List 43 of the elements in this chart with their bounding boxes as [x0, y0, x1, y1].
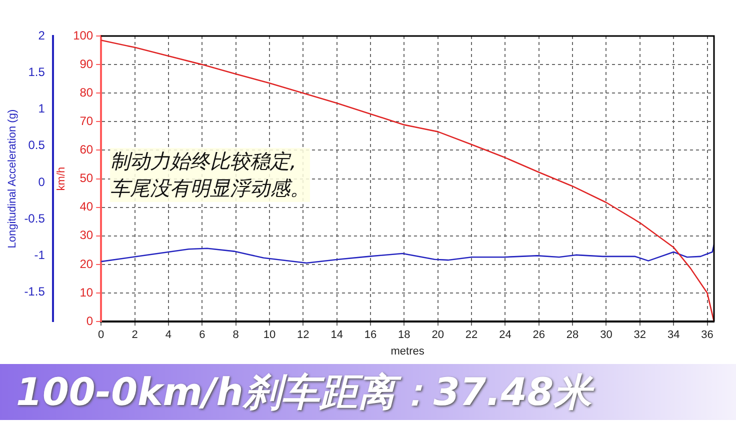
y-tick-label: 80 — [80, 85, 94, 100]
x-tick-label: 16 — [364, 329, 377, 342]
y-tick-label: 30 — [80, 228, 94, 242]
y-tick-label: 40 — [80, 200, 94, 214]
y-tick-label: 60 — [80, 142, 94, 157]
y2-tick-label: -1.5 — [24, 284, 46, 299]
y-tick-label: 20 — [80, 256, 94, 271]
y2-tick-label: 1.5 — [28, 64, 46, 79]
y2-tick-label: -0.5 — [24, 211, 46, 226]
x-tick-label: 30 — [600, 329, 612, 342]
x-axis-title: metres — [390, 345, 425, 358]
y2-tick-label: 1 — [38, 102, 46, 116]
y-tick-label: 90 — [80, 56, 94, 71]
x-tick-label: 28 — [566, 329, 579, 342]
y-tick-label: 0 — [86, 314, 94, 328]
y-tick-label: 70 — [80, 114, 94, 128]
x-tick-label: 20 — [432, 329, 444, 342]
y-tick-label: 50 — [80, 171, 94, 186]
y2-tick-label: 2 — [38, 28, 46, 42]
x-tick-label: 10 — [263, 329, 276, 342]
x-tick-label: 14 — [330, 329, 343, 342]
x-tick-label: 4 — [165, 329, 172, 342]
y-tick-label: 100 — [73, 28, 94, 42]
annotation: 制动力始终比较稳定, 车尾没有明显浮动感。 — [110, 148, 310, 202]
x-tick-label: 24 — [499, 329, 512, 342]
x-tick-label: 12 — [297, 329, 310, 342]
y2-tick-label: 0.5 — [28, 138, 46, 152]
x-tick-label: 18 — [398, 329, 410, 342]
x-tick-label: 26 — [532, 329, 546, 342]
x-tick-label: 34 — [667, 329, 680, 342]
x-tick-label: 32 — [634, 329, 646, 342]
x-tick-label: 6 — [199, 329, 206, 342]
y2-tick-label: 0 — [38, 174, 46, 189]
x-tick-label: 36 — [701, 329, 714, 342]
y2-tick-label: -1 — [34, 248, 46, 262]
y-axis-title: km/h — [56, 166, 68, 191]
x-tick-label: 0 — [98, 329, 104, 342]
x-tick-label: 2 — [132, 329, 138, 342]
text: 100-0km/h刹车距离：37.48米 — [0, 364, 736, 420]
y-tick-label: 10 — [80, 285, 94, 300]
x-tick-label: 8 — [232, 329, 239, 342]
x-tick-label: 22 — [465, 329, 478, 342]
y2-axis-title: Longitudinal Acceleration (g) — [6, 109, 19, 248]
